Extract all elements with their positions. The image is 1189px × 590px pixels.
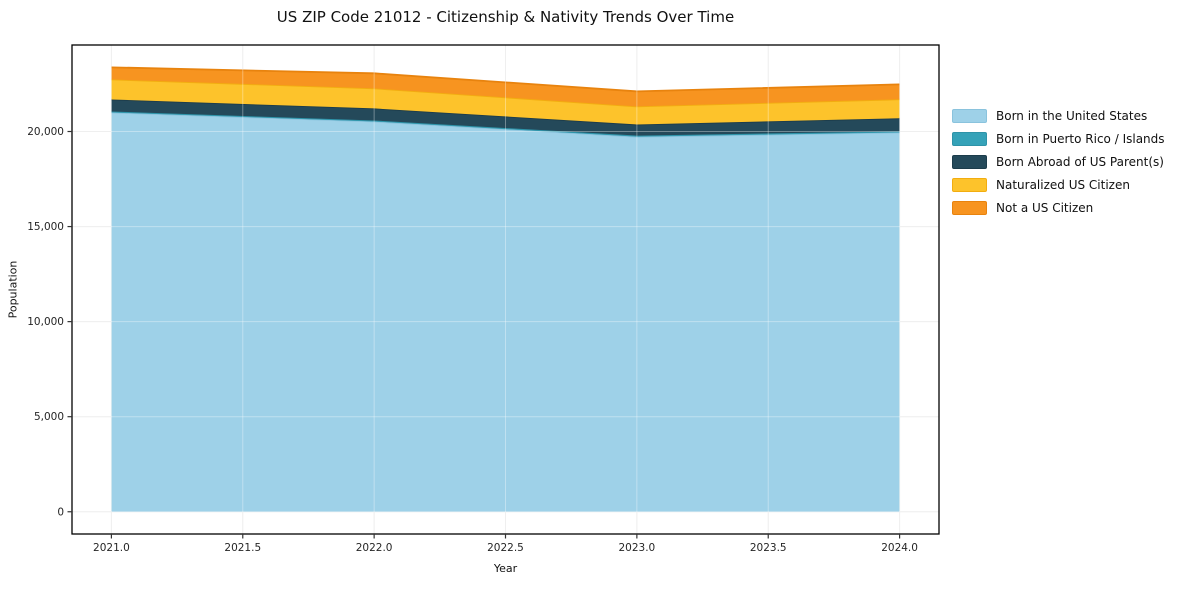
legend-swatch [952, 154, 987, 169]
legend: Born in the United States Born in Puerto … [952, 104, 1165, 219]
x-axis-label: Year [493, 562, 518, 575]
area-band [111, 79, 900, 125]
x-tick-label: 2023.5 [750, 542, 787, 554]
legend-swatch [952, 131, 987, 146]
y-tick-label: 0 [57, 506, 64, 518]
legend-swatch [952, 177, 987, 192]
legend-label: Naturalized US Citizen [996, 177, 1130, 192]
legend-item: Not a US Citizen [952, 196, 1165, 219]
legend-swatch [952, 200, 987, 215]
area-band [111, 112, 900, 512]
area-band-edge [111, 66, 900, 93]
y-tick-label: 5,000 [34, 411, 64, 423]
y-tick-label: 15,000 [27, 221, 64, 233]
area-band [111, 67, 900, 107]
chart-title: US ZIP Code 21012 - Citizenship & Nativi… [276, 8, 735, 26]
legend-item: Born in the United States [952, 104, 1165, 127]
legend-label: Born in the United States [996, 108, 1148, 123]
legend-item: Born Abroad of US Parent(s) [952, 150, 1165, 173]
legend-item: Born in Puerto Rico / Islands [952, 127, 1165, 150]
x-tick-label: 2021.5 [224, 542, 261, 554]
x-tick-label: 2024.0 [881, 542, 918, 554]
legend-swatch [952, 108, 987, 123]
x-tick-label: 2022.5 [487, 542, 524, 554]
legend-label: Not a US Citizen [996, 200, 1094, 215]
y-tick-label: 10,000 [27, 316, 64, 328]
area-band [111, 99, 900, 136]
legend-item: Naturalized US Citizen [952, 173, 1165, 196]
legend-label: Born Abroad of US Parent(s) [996, 154, 1164, 169]
legend-label: Born in Puerto Rico / Islands [996, 131, 1165, 146]
y-tick-label: 20,000 [27, 126, 64, 138]
x-tick-label: 2022.0 [356, 542, 393, 554]
x-tick-label: 2023.0 [618, 542, 655, 554]
x-tick-label: 2021.0 [93, 542, 130, 554]
